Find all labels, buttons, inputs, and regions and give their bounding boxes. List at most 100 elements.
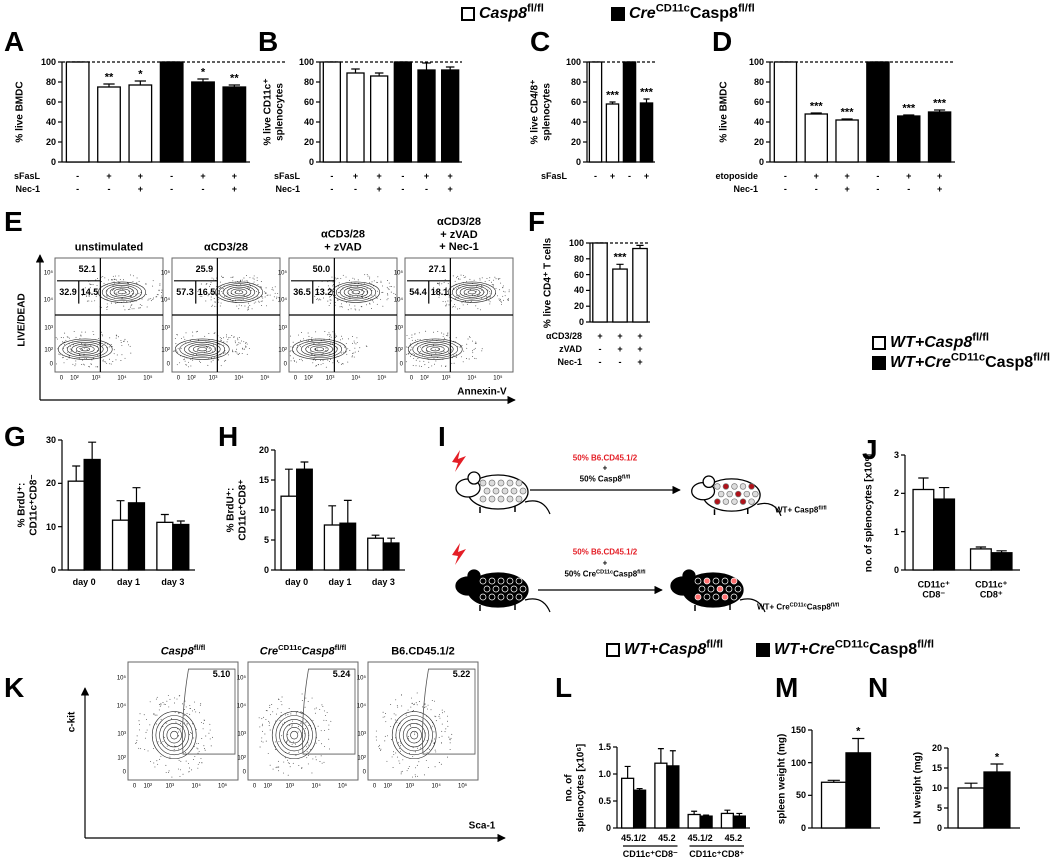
x-tick-label: CD11c⁺ CD8⁻ bbox=[917, 579, 950, 600]
event-dot bbox=[263, 291, 265, 293]
y-tick-label: 10² bbox=[394, 348, 403, 355]
y-tick-label: 10⁴ bbox=[43, 297, 53, 304]
event-dot bbox=[132, 280, 134, 282]
x-tick-label: 0 bbox=[252, 783, 257, 790]
x-tick-label: day 0 bbox=[72, 576, 96, 587]
event-dot bbox=[371, 281, 373, 283]
y-tick-label: 60 bbox=[45, 96, 56, 107]
event-dot bbox=[227, 354, 229, 356]
event-dot bbox=[251, 308, 253, 310]
y-tick-label: 10² bbox=[161, 348, 170, 355]
text-part: WT+Cre bbox=[890, 353, 951, 371]
event-dot bbox=[82, 295, 83, 296]
event-dot bbox=[196, 330, 198, 332]
event-dot bbox=[296, 345, 298, 346]
y-tick-label: 60 bbox=[573, 269, 584, 280]
event-dot bbox=[377, 290, 378, 292]
condition-sign: + bbox=[643, 170, 650, 181]
event-dot bbox=[356, 337, 358, 339]
event-dot bbox=[238, 282, 240, 283]
y-tick-label: 60 bbox=[570, 96, 581, 107]
text-part: WT+Casp8 bbox=[890, 333, 973, 351]
group-label: CD11c⁺CD8⁺ bbox=[689, 848, 745, 859]
event-dot bbox=[349, 349, 351, 351]
event-dot bbox=[219, 337, 221, 338]
event-dot bbox=[361, 290, 363, 292]
event-dot bbox=[81, 331, 83, 333]
event-dot bbox=[222, 288, 224, 290]
x-tick-label: 10³ bbox=[441, 375, 451, 382]
event-dot bbox=[86, 300, 88, 302]
event-dot bbox=[330, 336, 332, 338]
superscript: fl/fl bbox=[737, 2, 755, 15]
event-dot bbox=[214, 305, 216, 307]
y-tick-label: 5 bbox=[936, 802, 942, 813]
x-tick-label: 10⁵ bbox=[493, 375, 503, 382]
event-dot bbox=[352, 352, 354, 354]
event-dot bbox=[227, 292, 229, 294]
event-dot bbox=[248, 347, 250, 349]
condition-sign: + bbox=[844, 170, 850, 181]
x-tick-label: day 1 bbox=[328, 576, 352, 587]
panel-letter: F bbox=[528, 205, 546, 237]
event-dot bbox=[217, 290, 219, 292]
event-dot bbox=[219, 305, 221, 307]
gate-value: 5.10 bbox=[212, 668, 231, 679]
condition-sign: + bbox=[423, 170, 430, 181]
event-dot bbox=[69, 348, 71, 350]
condition-sign: + bbox=[936, 170, 943, 181]
event-dot bbox=[342, 274, 344, 276]
event-dot bbox=[206, 283, 208, 285]
event-dot bbox=[387, 288, 389, 290]
contour bbox=[347, 288, 365, 296]
event-dot bbox=[370, 298, 372, 300]
y-tick-label: 100 bbox=[790, 757, 806, 768]
contour bbox=[218, 283, 260, 302]
event-dot bbox=[317, 288, 319, 290]
event-dot bbox=[237, 353, 239, 355]
significance: *** bbox=[613, 252, 627, 265]
superscript: fl/fl bbox=[830, 602, 840, 609]
x-tick-label: 10⁵ bbox=[338, 783, 348, 790]
plot-title: αCD3/28 bbox=[203, 241, 249, 254]
y-axis-label: c-kit bbox=[66, 711, 78, 733]
legend-label: Casp8fl/fl bbox=[479, 3, 544, 23]
event-dot bbox=[328, 331, 330, 333]
event-dot bbox=[115, 275, 116, 277]
gate-value: 5.24 bbox=[332, 668, 351, 679]
legend-swatch bbox=[461, 7, 475, 21]
event-dot bbox=[72, 363, 74, 365]
superscript: CD11c bbox=[655, 2, 690, 15]
event-dot bbox=[210, 296, 212, 298]
event-dot bbox=[223, 352, 225, 354]
event-dot bbox=[330, 295, 332, 297]
event-dot bbox=[208, 333, 210, 335]
event-dot bbox=[85, 358, 87, 359]
event-dot bbox=[89, 283, 91, 285]
y-tick-label: 0 bbox=[242, 769, 246, 776]
event-dot bbox=[247, 309, 249, 311]
event-dot bbox=[214, 301, 216, 303]
x-tick-label: 0 bbox=[176, 375, 181, 382]
event-dot bbox=[260, 300, 262, 302]
y-tick-label: 0 bbox=[362, 769, 366, 776]
event-dot bbox=[269, 294, 271, 296]
condition-sign: + bbox=[231, 170, 237, 181]
event-dot bbox=[139, 304, 141, 306]
y-tick-label: 15 bbox=[258, 474, 269, 485]
event-dot bbox=[115, 359, 117, 361]
event-dot bbox=[320, 364, 322, 366]
event-dot bbox=[183, 359, 185, 361]
x-tick-label: 10³ bbox=[405, 783, 415, 790]
significance: *** bbox=[902, 102, 916, 115]
event-dot bbox=[200, 283, 202, 285]
event-dot bbox=[315, 331, 317, 333]
event-dot bbox=[109, 358, 110, 360]
y-tick-label: 20 bbox=[303, 136, 314, 147]
event-dot bbox=[184, 338, 186, 340]
event-dot bbox=[324, 330, 326, 332]
event-dot bbox=[349, 294, 351, 296]
event-dot bbox=[102, 345, 104, 347]
condition-sign: + bbox=[637, 343, 643, 354]
x-tick-label: 10³ bbox=[325, 375, 335, 382]
